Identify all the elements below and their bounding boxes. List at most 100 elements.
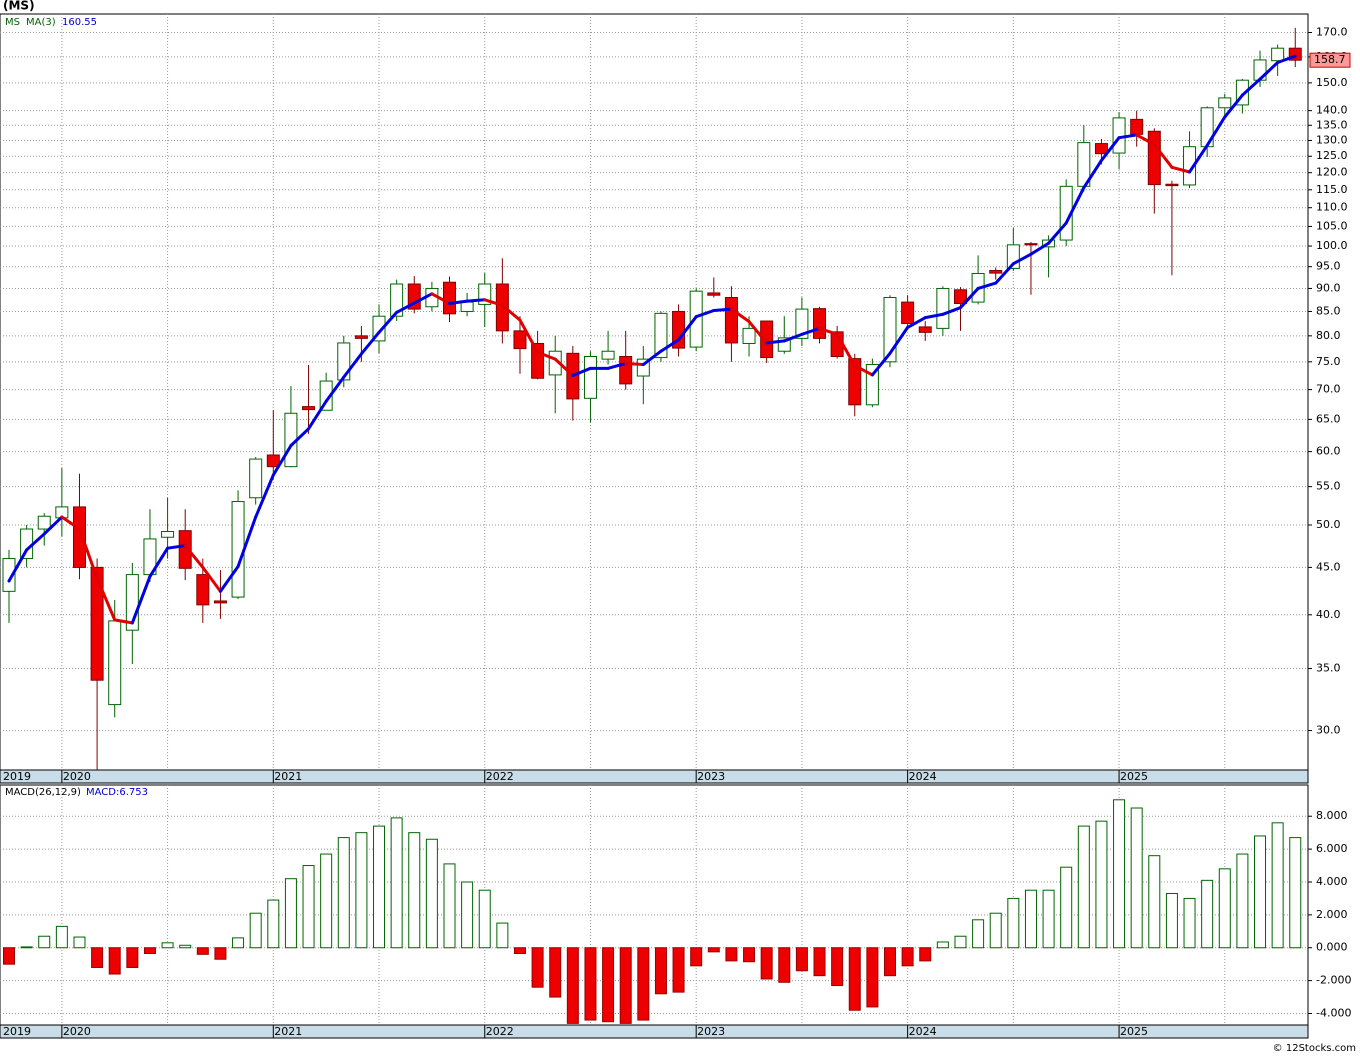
- ma-segment: [835, 332, 857, 368]
- ma-segment: [7, 548, 29, 583]
- y-tick-label: -4.000: [1316, 1006, 1351, 1019]
- ma-segment: [800, 326, 822, 336]
- candle-body: [1024, 243, 1038, 246]
- y-tick-label: 150.0: [1316, 76, 1348, 89]
- x-tick-label: 2019: [3, 770, 31, 783]
- macd-bar: [408, 832, 421, 949]
- y-tick-label: 80.0: [1316, 329, 1341, 342]
- candle-body: [989, 270, 1003, 274]
- macd-bar: [795, 947, 808, 972]
- macd-bar: [55, 925, 68, 949]
- candle-body: [795, 308, 809, 339]
- ma-segment: [271, 444, 293, 477]
- x-tick-label: 2024: [909, 1025, 937, 1038]
- macd-bar: [725, 947, 738, 962]
- footer: © 12Stocks.com: [1273, 1043, 1356, 1054]
- macd-bar: [425, 838, 438, 949]
- ma-segment: [1240, 77, 1262, 97]
- macd-bar: [1165, 892, 1178, 949]
- panel-frame: [0, 784, 1309, 1026]
- ma-segment: [888, 325, 910, 355]
- ma-segment: [183, 544, 205, 569]
- macd-bar: [1077, 825, 1090, 949]
- macd-bar: [513, 947, 526, 954]
- macd-bar: [161, 942, 174, 949]
- macd-bar: [38, 935, 51, 949]
- last-price-label: 158.7: [1314, 53, 1346, 66]
- candle-body: [495, 283, 509, 332]
- ma-segment: [518, 318, 540, 354]
- ma-segment: [923, 312, 945, 320]
- candle-body: [936, 287, 950, 329]
- macd-bar: [989, 912, 1002, 949]
- y-tick-label: 50.0: [1316, 518, 1341, 531]
- ma-segment: [113, 618, 134, 625]
- candle-body: [742, 327, 756, 344]
- ma-segment: [659, 338, 681, 353]
- x-tick-label: 2023: [697, 1025, 725, 1038]
- x-tick-label: 2022: [486, 770, 514, 783]
- x-tick-label: 2025: [1120, 1025, 1148, 1038]
- macd-bar: [320, 853, 333, 949]
- macd-bar: [91, 947, 104, 968]
- candle-body: [354, 335, 368, 339]
- macd-bar: [337, 837, 350, 949]
- candle-body: [302, 406, 316, 411]
- ma-segment: [624, 361, 645, 367]
- ma-segment: [729, 307, 751, 324]
- candle-body: [1271, 47, 1285, 62]
- candle-body: [337, 342, 351, 381]
- macd-bar: [461, 881, 474, 949]
- y-tick-label: 4.000: [1316, 875, 1348, 888]
- ma-segment: [25, 532, 46, 552]
- ma-segment: [976, 281, 998, 290]
- macd-bar: [1254, 835, 1267, 949]
- legend-ma-value: 160.55: [62, 17, 97, 28]
- ma-segment: [1135, 133, 1156, 147]
- macd-bar: [143, 947, 156, 954]
- macd-bar: [126, 947, 139, 968]
- macd-bar: [73, 936, 86, 949]
- macd-bar: [972, 919, 985, 949]
- y-tick-label: 60.0: [1316, 445, 1341, 458]
- ma-segment: [465, 298, 487, 303]
- ma-segment: [994, 262, 1015, 285]
- macd-bar: [443, 863, 456, 949]
- candle-body: [619, 355, 633, 385]
- y-tick-label: 45.0: [1316, 560, 1341, 573]
- ma-segment: [1276, 54, 1297, 64]
- ma-segment: [42, 515, 64, 536]
- ma-segment: [359, 330, 381, 356]
- macd-bar: [672, 947, 685, 993]
- y-tick-label: 140.0: [1316, 104, 1348, 117]
- macd-bar: [1218, 868, 1231, 949]
- candle-body: [178, 530, 192, 569]
- candle-body: [1094, 143, 1108, 155]
- macd-bar: [20, 946, 33, 949]
- macd-bar: [654, 947, 667, 995]
- ma-segment: [324, 375, 346, 403]
- ma-segment: [395, 301, 416, 314]
- macd-bar: [848, 947, 861, 1011]
- y-tick-label: 105.0: [1316, 219, 1348, 232]
- ma-segment: [1011, 252, 1033, 266]
- x-tick-label: 2021: [274, 770, 302, 783]
- candle-body: [901, 301, 915, 324]
- candle-body: [90, 566, 104, 681]
- y-tick-label: 40.0: [1316, 608, 1341, 621]
- ma-segment: [553, 357, 575, 377]
- candle-body: [953, 289, 967, 304]
- macd-bar: [1130, 807, 1143, 949]
- ma-segment: [236, 515, 258, 569]
- x-tick-label: 2024: [909, 770, 937, 783]
- candle-body: [20, 528, 34, 560]
- macd-bar: [884, 947, 896, 977]
- ma-segment: [412, 292, 434, 305]
- candle-body: [249, 458, 263, 499]
- candle-body: [196, 574, 210, 606]
- ma-segment: [1170, 165, 1192, 174]
- x-tick-label: 2019: [3, 1025, 31, 1038]
- macd-bar: [936, 941, 949, 949]
- macd-bar: [3, 947, 15, 965]
